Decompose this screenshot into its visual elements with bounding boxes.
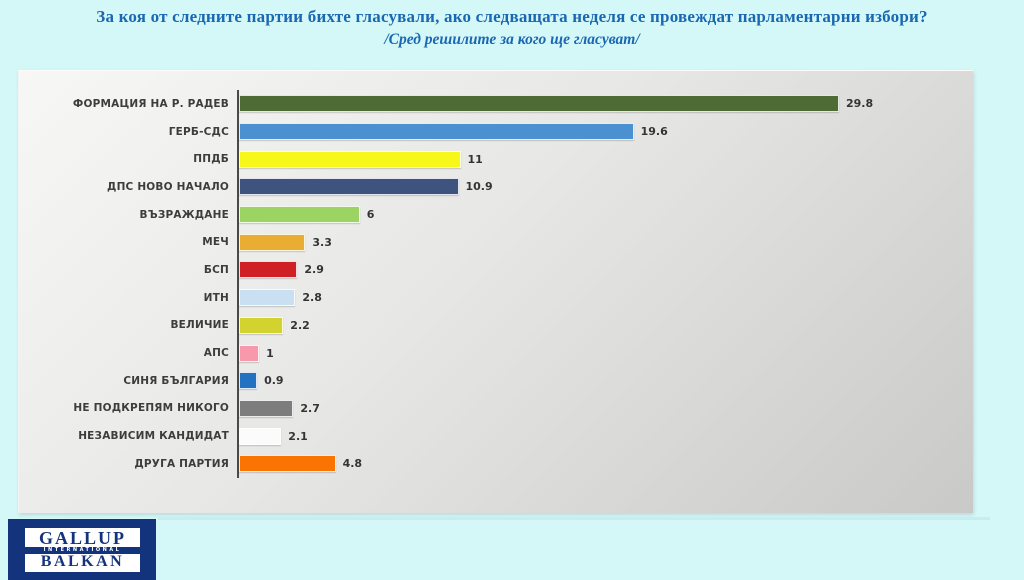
category-label: ФОРМАЦИЯ НА Р. РАДЕВ [72, 97, 229, 110]
chart-subtitle: /Сред решилите за кого ще гласуват/ [384, 31, 640, 48]
value-label: 2.8 [302, 291, 322, 305]
bar-zone: 0.9 [237, 366, 973, 395]
gallup-logo-box: GALLUP INTERNATIONAL BALKAN [25, 528, 140, 572]
bar-zone: 2.8 [237, 283, 973, 312]
bar-zone: 6 [237, 200, 973, 229]
category-label: ДПС НОВО НАЧАЛО [107, 180, 229, 193]
bar [239, 289, 296, 307]
bar-zone: 3.3 [237, 228, 973, 257]
bar [239, 261, 298, 279]
bar-row: АПС 1 [19, 339, 973, 367]
bar-row: ДРУГА ПАРТИЯ 4.8 [19, 449, 973, 478]
value-label: 29.8 [846, 97, 874, 111]
value-label: 1 [266, 346, 274, 360]
value-label: 3.3 [312, 235, 332, 249]
bar-row: ППДБ 11 [19, 145, 973, 174]
category-label: МЕЧ [202, 236, 229, 249]
bar-row: ВЕЛИЧИЕ 2.2 [19, 311, 973, 340]
bar-zone: 2.2 [237, 311, 973, 340]
chart-panel: ФОРМАЦИЯ НА Р. РАДЕВ 29.8 ГЕРБ-СДС 19.6 ППДБ… [18, 70, 973, 513]
category-label: АПС [203, 347, 229, 360]
bar-zone: 29.8 [237, 90, 973, 118]
bar-row: ВЪЗРАЖДАНЕ 6 [19, 200, 973, 229]
category-label: ГЕРБ-СДС [168, 125, 229, 138]
bar-zone: 10.9 [237, 173, 973, 201]
logo-text-international: INTERNATIONAL [25, 547, 140, 554]
logo-text-balkan: BALKAN [40, 553, 125, 570]
bar [239, 372, 258, 390]
value-label: 2.7 [300, 401, 320, 415]
value-label: 4.8 [342, 457, 363, 471]
bar [239, 316, 284, 334]
bar-row: ИТН 2.8 [19, 283, 973, 312]
bar-row: ГЕРБ-СДС 19.6 [19, 117, 973, 146]
chart-title: За коя от следните партии бихте гласувал… [96, 7, 928, 26]
category-label: БСП [203, 263, 229, 276]
bar [239, 206, 360, 224]
category-label: ВЪЗРАЖДАНЕ [139, 208, 229, 221]
value-label: 2.1 [288, 429, 308, 443]
bar [239, 150, 461, 168]
value-label: 2.9 [304, 263, 324, 277]
value-label: 11 [467, 152, 483, 166]
category-label: ДРУГА ПАРТИЯ [134, 457, 229, 470]
value-label: 19.6 [640, 125, 668, 139]
bar-row: БСП 2.9 [19, 256, 973, 284]
bar-row: ФОРМАЦИЯ НА Р. РАДЕВ 29.8 [19, 90, 973, 118]
bar-zone: 1 [237, 339, 973, 367]
value-label: 10.9 [465, 180, 493, 194]
bar-row: НЕ ПОДКРЕПЯМ НИКОГО 2.7 [19, 394, 973, 423]
bar-row: НЕЗАВИСИМ КАНДИДАТ 2.1 [19, 422, 973, 450]
value-label: 2.2 [290, 318, 310, 332]
category-label: СИНЯ БЪЛГАРИЯ [123, 374, 229, 387]
bar-zone: 2.1 [237, 422, 973, 450]
bar-row: ДПС НОВО НАЧАЛО 10.9 [19, 173, 973, 201]
bar [239, 95, 839, 113]
bar-zone: 19.6 [237, 117, 973, 146]
bar [239, 455, 336, 473]
bar-zone: 11 [237, 145, 973, 174]
bar [239, 399, 294, 417]
gallup-logo: GALLUP INTERNATIONAL BALKAN [8, 519, 156, 580]
bar-row: СИНЯ БЪЛГАРИЯ 0.9 [19, 366, 973, 395]
logo-text-gallup: GALLUP [38, 528, 126, 548]
category-label: ВЕЛИЧИЕ [170, 319, 229, 332]
value-label: 0.9 [264, 374, 284, 388]
category-label: ИТН [203, 291, 229, 304]
value-label: 6 [366, 208, 375, 222]
bar-zone: 2.9 [237, 256, 973, 284]
bar-zone: 4.8 [237, 449, 973, 478]
bar [239, 344, 260, 362]
bar [239, 427, 282, 445]
category-label: НЕЗАВИСИМ КАНДИДАТ [78, 430, 229, 443]
plot-rows: ФОРМАЦИЯ НА Р. РАДЕВ 29.8 ГЕРБ-СДС 19.6 ППДБ… [19, 90, 973, 478]
divider-line [158, 517, 990, 520]
category-label: ППДБ [193, 153, 229, 166]
bar [239, 178, 459, 196]
bar-row: МЕЧ 3.3 [19, 228, 973, 257]
bar-zone: 2.7 [237, 394, 973, 423]
category-label: НЕ ПОДКРЕПЯМ НИКОГО [73, 402, 229, 415]
bar [239, 233, 306, 251]
bar [239, 123, 634, 141]
